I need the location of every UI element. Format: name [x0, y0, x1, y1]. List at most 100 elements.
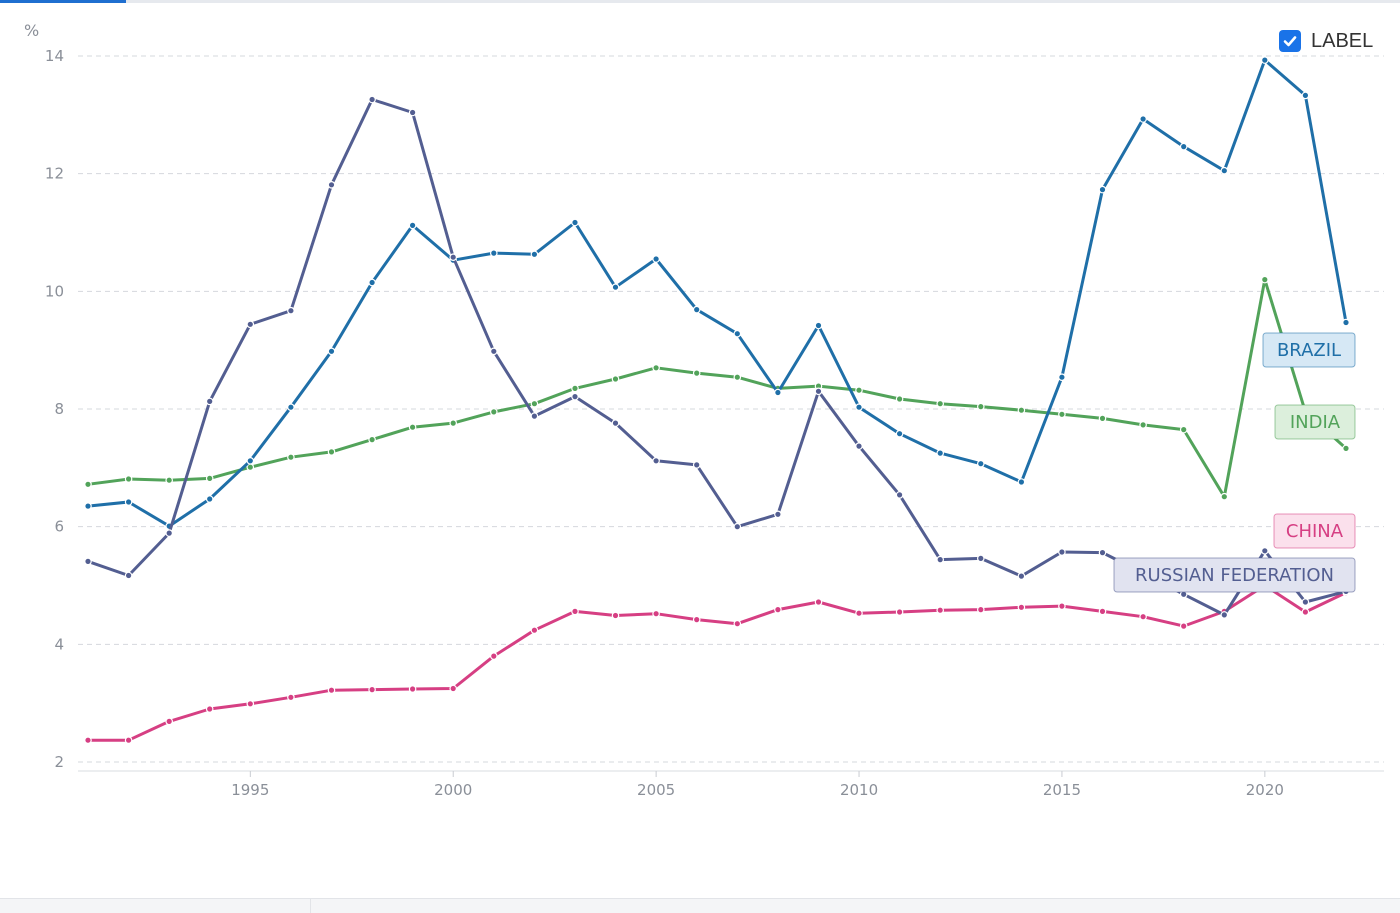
data-point[interactable]: [814, 321, 823, 330]
data-point[interactable]: [327, 181, 336, 189]
data-point[interactable]: [287, 693, 295, 702]
data-point[interactable]: [246, 456, 255, 465]
data-point[interactable]: [408, 685, 417, 693]
data-point[interactable]: [692, 369, 701, 377]
data-point[interactable]: [611, 375, 620, 383]
data-point[interactable]: [976, 554, 985, 563]
data-point[interactable]: [327, 448, 336, 456]
data-point[interactable]: [408, 221, 417, 230]
data-point[interactable]: [895, 429, 904, 438]
data-point[interactable]: [84, 502, 92, 510]
data-point[interactable]: [368, 435, 376, 444]
data-point[interactable]: [774, 605, 782, 614]
data-point[interactable]: [287, 453, 295, 462]
data-point[interactable]: [1098, 414, 1107, 423]
data-point[interactable]: [1301, 598, 1310, 606]
data-point[interactable]: [124, 498, 133, 506]
active-tab-indicator[interactable]: [0, 0, 126, 3]
data-point[interactable]: [1261, 56, 1269, 64]
data-point[interactable]: [1098, 185, 1107, 194]
label-toggle[interactable]: LABEL: [1279, 29, 1373, 53]
data-point[interactable]: [530, 626, 539, 635]
data-point[interactable]: [855, 609, 863, 618]
data-point[interactable]: [1139, 612, 1147, 621]
data-point[interactable]: [855, 386, 863, 395]
data-point[interactable]: [1301, 608, 1310, 616]
data-point[interactable]: [530, 399, 539, 408]
data-point[interactable]: [571, 384, 579, 393]
data-point[interactable]: [1139, 115, 1147, 123]
data-point[interactable]: [1179, 425, 1188, 434]
data-point[interactable]: [1179, 622, 1188, 630]
data-point[interactable]: [692, 461, 701, 469]
data-point[interactable]: [124, 736, 133, 745]
data-point[interactable]: [692, 615, 701, 624]
data-point[interactable]: [814, 598, 823, 606]
data-point[interactable]: [1139, 421, 1147, 429]
series-line-india[interactable]: [86, 278, 1348, 499]
data-point[interactable]: [1098, 548, 1107, 557]
data-point[interactable]: [571, 392, 579, 401]
data-point[interactable]: [205, 705, 214, 713]
data-point[interactable]: [1301, 91, 1310, 100]
data-point[interactable]: [124, 571, 133, 580]
data-point[interactable]: [1342, 318, 1350, 327]
data-point[interactable]: [246, 699, 255, 708]
data-point[interactable]: [327, 686, 336, 695]
data-point[interactable]: [774, 510, 782, 519]
data-point[interactable]: [449, 253, 458, 262]
data-point[interactable]: [1220, 611, 1229, 619]
data-point[interactable]: [652, 609, 660, 618]
data-point[interactable]: [855, 442, 863, 450]
data-point[interactable]: [1058, 373, 1066, 382]
data-point[interactable]: [936, 555, 945, 564]
data-point[interactable]: [814, 387, 823, 396]
data-point[interactable]: [936, 449, 945, 457]
data-point[interactable]: [84, 736, 92, 745]
data-point[interactable]: [652, 363, 660, 372]
data-point[interactable]: [1179, 142, 1188, 151]
data-point[interactable]: [1058, 602, 1066, 610]
data-point[interactable]: [571, 218, 579, 227]
data-point[interactable]: [1220, 166, 1229, 175]
data-point[interactable]: [449, 684, 458, 693]
data-point[interactable]: [1058, 548, 1066, 556]
data-point[interactable]: [1058, 410, 1066, 419]
data-point[interactable]: [855, 403, 863, 412]
data-point[interactable]: [205, 495, 214, 503]
series-line-russian-federation[interactable]: [86, 98, 1348, 617]
data-point[interactable]: [165, 529, 174, 537]
data-point[interactable]: [408, 108, 417, 117]
series-line-brazil[interactable]: [86, 58, 1348, 528]
data-point[interactable]: [895, 608, 904, 616]
data-point[interactable]: [530, 250, 539, 259]
data-point[interactable]: [368, 95, 376, 104]
data-point[interactable]: [205, 397, 214, 406]
data-point[interactable]: [165, 476, 174, 485]
data-point[interactable]: [1261, 546, 1269, 555]
data-point[interactable]: [368, 278, 376, 287]
data-point[interactable]: [124, 475, 133, 483]
data-point[interactable]: [165, 717, 174, 726]
data-point[interactable]: [489, 347, 498, 356]
data-point[interactable]: [936, 606, 945, 615]
data-point[interactable]: [733, 329, 742, 338]
data-point[interactable]: [489, 408, 498, 416]
data-point[interactable]: [1017, 572, 1026, 580]
data-point[interactable]: [733, 619, 742, 628]
data-point[interactable]: [489, 249, 498, 257]
data-point[interactable]: [205, 474, 214, 483]
series-line-china[interactable]: [86, 584, 1348, 742]
data-point[interactable]: [1261, 275, 1269, 284]
data-point[interactable]: [774, 388, 782, 397]
data-point[interactable]: [895, 395, 904, 403]
data-point[interactable]: [84, 557, 92, 566]
data-point[interactable]: [936, 399, 945, 408]
data-point[interactable]: [571, 607, 579, 616]
data-point[interactable]: [287, 306, 295, 315]
data-point[interactable]: [976, 459, 985, 468]
data-point[interactable]: [1342, 444, 1350, 453]
data-point[interactable]: [652, 456, 660, 465]
data-point[interactable]: [1017, 603, 1026, 612]
data-point[interactable]: [611, 419, 620, 427]
